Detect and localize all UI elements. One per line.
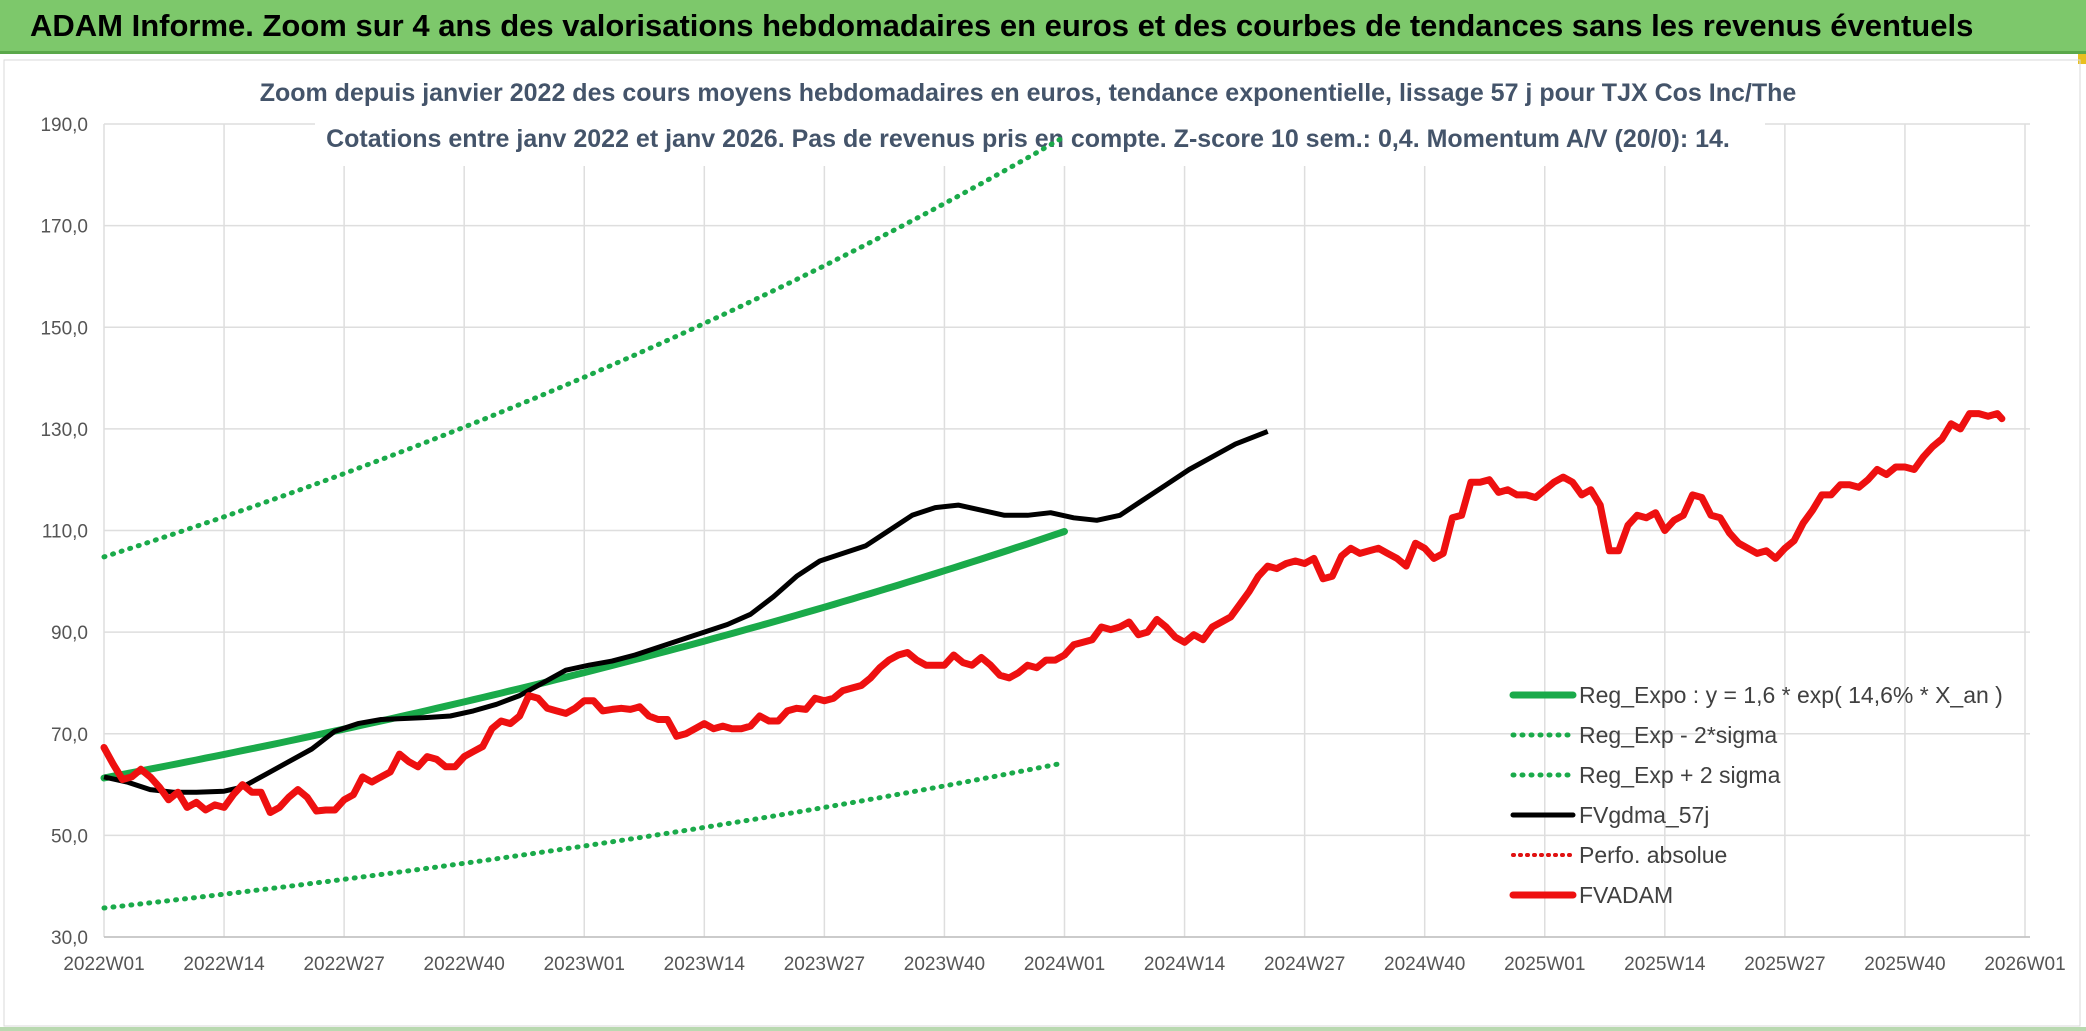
y-tick-label: 110,0: [42, 522, 88, 543]
legend-label: Reg_Exp + 2 sigma: [1579, 762, 1781, 788]
series-reg-expo: [100, 528, 1068, 782]
chart-svg: 30,0 50,0 70,0 90,0 110,0 130,0 150,0 170,0 190,…: [3, 59, 2081, 1027]
x-tick-label: 2025W40: [1864, 954, 1945, 975]
x-tick-label: 2022W14: [183, 954, 265, 975]
legend-label: Perfo. absolue: [1579, 842, 1727, 868]
x-tick-label: 2023W40: [904, 954, 985, 975]
banner-title: ADAM Informe. Zoom sur 4 ans des valoris…: [30, 8, 1974, 43]
bottom-strip: [0, 1027, 2086, 1031]
x-tick-label: 2022W40: [424, 954, 505, 975]
y-tick-label: 150,0: [40, 318, 88, 339]
x-tick-label: 2022W01: [63, 954, 144, 975]
banner-corner-accent: [2078, 54, 2086, 64]
x-tick-label: 2023W14: [664, 954, 746, 975]
x-tick-label: 2023W27: [784, 954, 865, 975]
y-tick-label: 30,0: [51, 928, 88, 949]
chart-title-bg: [315, 64, 1765, 166]
chart-title-line: Cotations entre janv 2022 et janv 2026. …: [326, 125, 1730, 153]
y-tick-label: 90,0: [51, 623, 88, 644]
x-tick-label: 2024W01: [1024, 954, 1105, 975]
x-tick-label: 2025W01: [1504, 954, 1585, 975]
chart-border: [3, 59, 2081, 1027]
chart-area: 30,0 50,0 70,0 90,0 110,0 130,0 150,0 170,0 190,…: [0, 54, 2086, 1031]
x-tick-label: 2023W01: [544, 954, 625, 975]
x-tick-label: 2022W27: [303, 954, 384, 975]
x-tick-label: 2025W27: [1744, 954, 1825, 975]
y-tick-label: 170,0: [40, 217, 88, 238]
chart-title-line: Zoom depuis janvier 2022 des cours moyen…: [260, 79, 1797, 107]
legend-label: FVADAM: [1579, 882, 1673, 908]
series-fvgdma: [103, 429, 1269, 795]
y-tick-label: 190,0: [40, 115, 88, 136]
legend-label: Reg_Expo : y = 1,6 * exp( 14,6% * X_an ): [1579, 682, 2003, 708]
x-tick-label: 2024W14: [1144, 954, 1226, 975]
x-tick-label: 2026W01: [1984, 954, 2065, 975]
x-tick-label: 2025W14: [1624, 954, 1706, 975]
x-tick-label: 2024W27: [1264, 954, 1345, 975]
series-upper-band: [101, 134, 1067, 560]
series-lower-band: [101, 760, 1067, 911]
y-tick-label: 50,0: [51, 826, 88, 847]
legend-label: FVgdma_57j: [1579, 802, 1709, 828]
x-tick-label: 2024W40: [1384, 954, 1465, 975]
series-fvadam: [100, 410, 2006, 816]
banner: ADAM Informe. Zoom sur 4 ans des valoris…: [0, 0, 2086, 54]
legend-label: Reg_Exp - 2*sigma: [1579, 722, 1777, 748]
y-tick-label: 130,0: [40, 420, 88, 441]
y-tick-label: 70,0: [51, 725, 88, 746]
